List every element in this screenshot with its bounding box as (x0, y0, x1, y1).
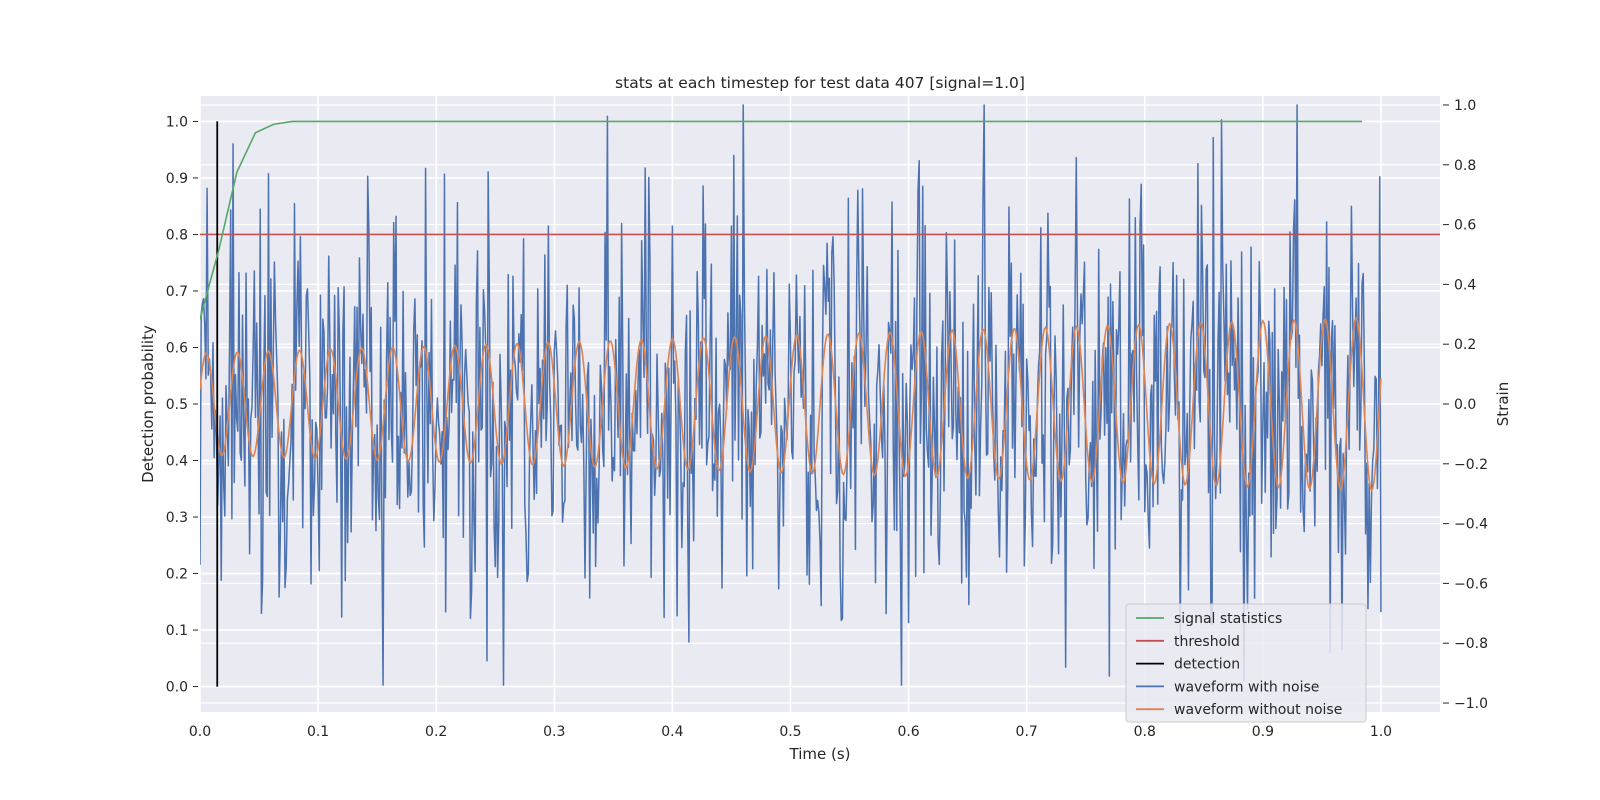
y-tick-label-left: 0.4 (166, 454, 188, 470)
y-tick-label-right: 0.2 (1454, 337, 1476, 353)
x-tick-label: 1.0 (1370, 724, 1392, 740)
y-tick-label-right: 0.8 (1454, 158, 1476, 174)
y-tick-label-right: 0.6 (1454, 218, 1476, 234)
y-tick-label-left: 0.7 (166, 284, 188, 300)
y-tick-label-right: 1.0 (1454, 98, 1476, 114)
y-tick-label-left: 0.2 (166, 567, 188, 583)
x-tick-label: 0.6 (897, 724, 919, 740)
x-tick-label: 0.0 (189, 724, 211, 740)
legend-label: waveform without noise (1174, 702, 1342, 718)
x-tick-label: 0.9 (1252, 724, 1274, 740)
chart-title: stats at each timestep for test data 407… (615, 74, 1025, 92)
legend: signal statistics threshold detection wavef… (1125, 603, 1367, 723)
y-tick-label-left: 0.6 (166, 340, 188, 356)
y-axis-label-right: Strain (1494, 382, 1512, 426)
x-tick-label: 0.7 (1016, 724, 1038, 740)
y-axis-label-left: Detection probability (139, 325, 157, 483)
y-tick-label-left: 0.1 (166, 623, 188, 639)
y-tick-label-left: 0.9 (166, 171, 188, 187)
x-tick-label: 0.4 (661, 724, 683, 740)
x-tick-label: 0.8 (1134, 724, 1156, 740)
y-tick-label-left: 0.3 (166, 510, 188, 526)
x-tick-label: 0.2 (425, 724, 447, 740)
grid (199, 96, 1440, 712)
series-waveform-without-noise (200, 316, 1382, 493)
y-tick-label-right: 0.0 (1454, 397, 1476, 413)
series-signal-statistics (200, 120, 1363, 320)
legend-label: detection (1174, 657, 1240, 673)
y-tick-label-right: −0.4 (1454, 517, 1488, 533)
x-axis-label: Time (s) (789, 745, 851, 763)
legend-label: signal statistics (1174, 611, 1282, 627)
legend-label: threshold (1174, 634, 1240, 650)
y-tick-label-right: −0.8 (1454, 636, 1488, 652)
y-tick-label-right: −0.2 (1454, 457, 1488, 473)
ticks: 0.0 0.1 0.2 0.3 0.4 0.5 0.6 0.7 0.8 0.9 1.0 0.0 0.1 0… (166, 98, 1488, 740)
series-waveform-with-noise (200, 104, 1382, 686)
x-tick-label: 0.1 (307, 724, 329, 740)
y-tick-label-right: −1.0 (1454, 696, 1488, 712)
x-tick-label: 0.5 (779, 724, 801, 740)
y-tick-label-left: 0.0 (166, 680, 188, 696)
y-tick-label-right: 0.4 (1454, 277, 1476, 293)
y-tick-label-left: 1.0 (166, 114, 188, 130)
series-layer (200, 104, 1440, 687)
x-tick-label: 0.3 (543, 724, 565, 740)
y-tick-label-left: 0.8 (166, 227, 188, 243)
legend-box (1125, 603, 1367, 723)
legend-label: waveform with noise (1174, 679, 1319, 695)
y-tick-label-right: −0.6 (1454, 576, 1488, 592)
y-tick-label-left: 0.5 (166, 397, 188, 413)
